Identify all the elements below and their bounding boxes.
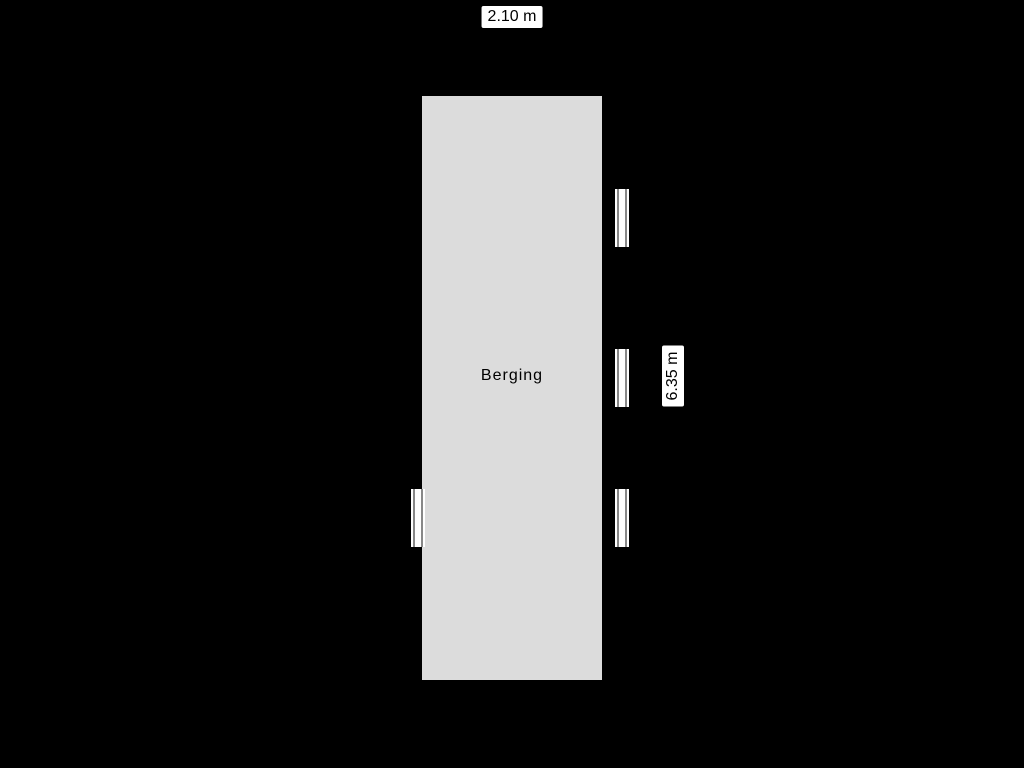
dimension-height-label: 6.35 m xyxy=(662,346,684,407)
wall-opening xyxy=(411,489,425,547)
dimension-width-label: 2.10 m xyxy=(482,6,543,28)
room-label: Berging xyxy=(481,367,543,385)
floorplan-canvas: Berging 2.10 m 6.35 m xyxy=(0,0,1024,768)
wall-opening xyxy=(615,189,629,247)
room-berging: Berging xyxy=(414,88,610,688)
wall-opening xyxy=(615,489,629,547)
wall-opening xyxy=(615,349,629,407)
